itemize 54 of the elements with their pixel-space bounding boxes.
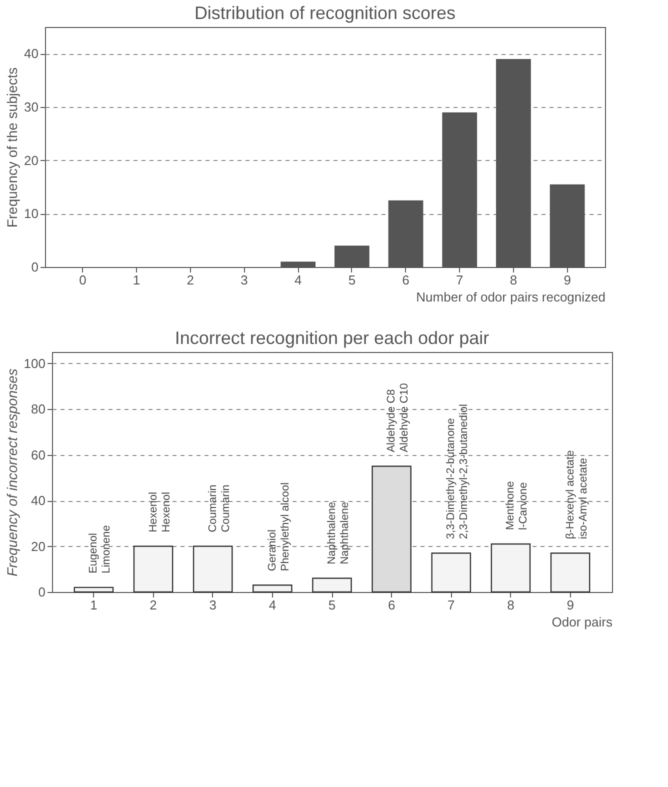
y-tick-label: 80 (31, 402, 46, 417)
y-tick-label: 0 (31, 260, 38, 274)
x-tick-label: 7 (456, 272, 464, 288)
bar (372, 466, 412, 593)
x-tick-label: 6 (388, 598, 396, 612)
x-tick-label: 9 (564, 272, 571, 288)
y-axis-title: Frequency of the subjects (4, 67, 20, 228)
y-tick-label: 30 (24, 100, 38, 114)
x-tick-label: 3 (240, 272, 248, 288)
bar (312, 578, 352, 593)
bar (74, 586, 114, 593)
x-tick-label: 9 (566, 598, 574, 612)
x-tick-label: 3 (209, 598, 216, 612)
y-tick-label: 0 (38, 584, 46, 600)
annotation: Menthone l-Carvone (504, 481, 530, 530)
bar (550, 552, 590, 593)
y-tick-label: 40 (31, 493, 46, 508)
annotation: β-Hexenyl acetate iso-Amyl acetate (564, 450, 590, 540)
annotation: Aldehyde C8 Aldehyde C10 (386, 383, 411, 452)
bar (192, 546, 233, 593)
y-tick-label: 40 (24, 46, 38, 62)
x-tick-label: 5 (348, 272, 356, 288)
y-tick-label: 20 (31, 538, 46, 554)
annotation: Hexenol Hexenol (147, 492, 172, 532)
chart-title: Incorrect recognition per each odor pair (174, 328, 490, 348)
x-axis-title: Number of odor pairs recognized (416, 290, 606, 304)
annotation: Coumarin Coumarin (206, 484, 232, 532)
chart-title: Distribution of recognition scores (194, 3, 456, 23)
y-tick-label: 10 (24, 206, 38, 222)
x-tick-label: 0 (79, 272, 86, 288)
x-tick-label: 4 (268, 598, 276, 612)
annotation: Geraniol Phenylethyl alcool (266, 482, 292, 572)
bar (252, 584, 292, 593)
annotation: Eugenol Limonene (88, 525, 113, 574)
x-tick-label: 8 (507, 598, 514, 612)
x-tick-label: 5 (328, 598, 336, 612)
x-tick-label: 8 (510, 272, 518, 288)
bar (431, 552, 472, 593)
x-tick-label: 1 (90, 598, 98, 612)
x-tick-label: 7 (448, 598, 455, 612)
x-axis-title: Odor pairs (552, 614, 613, 630)
y-tick-label: 20 (24, 152, 38, 168)
y-axis-title: Frequency of incorrect responses (4, 368, 20, 576)
x-tick-label: 6 (402, 272, 410, 288)
y-tick-label: 60 (31, 447, 46, 462)
x-tick-label: 1 (132, 272, 140, 288)
y-tick-label: 100 (24, 356, 46, 371)
x-tick-label: 2 (150, 598, 157, 612)
annotation: Naphthalene Naphthalene (326, 502, 351, 564)
bar (133, 546, 174, 593)
x-tick-label: 2 (186, 272, 194, 288)
x-tick-label: 4 (294, 272, 302, 288)
annotation: 3,3-Dimethyl-2-butanone 2,3-Dimethyl-2,3-butanediol (445, 404, 470, 540)
bar (490, 543, 531, 593)
